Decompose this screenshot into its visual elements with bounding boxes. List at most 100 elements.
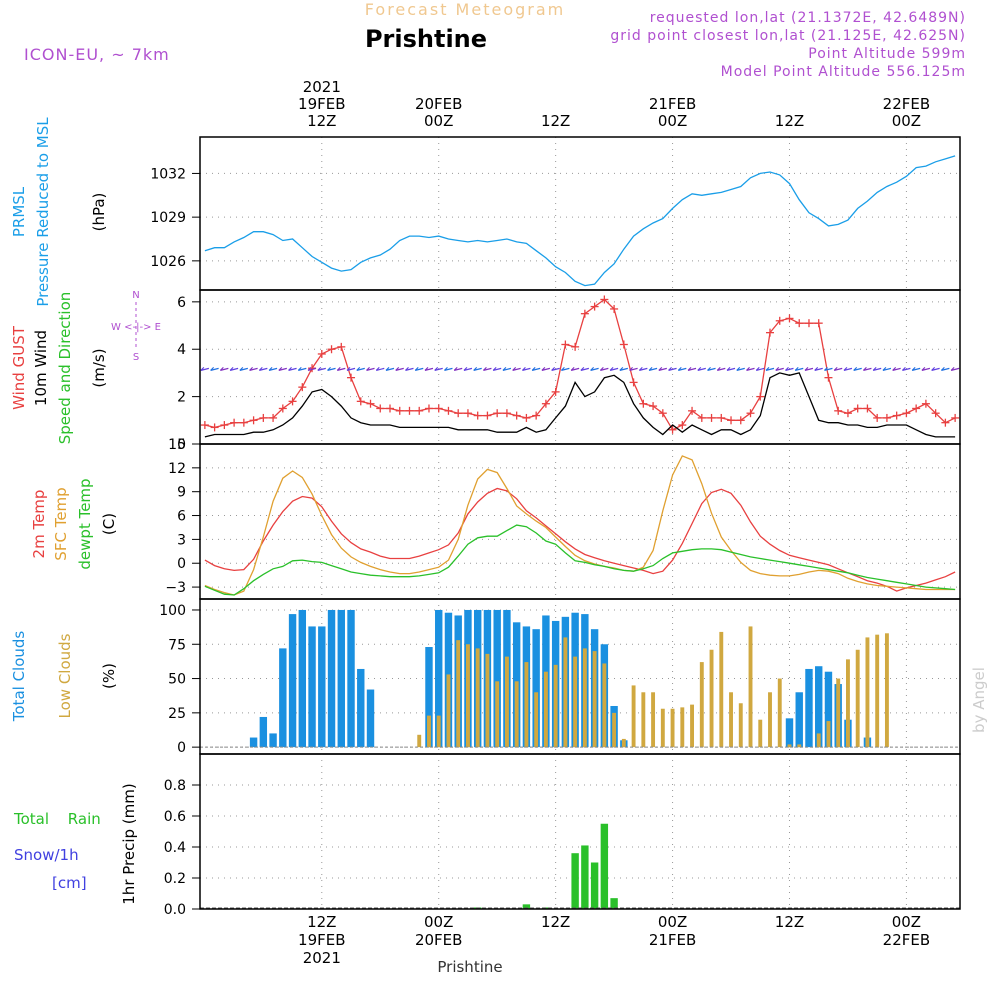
rain-label: Total Rain: [13, 810, 101, 828]
series-line: [204, 155, 956, 287]
wind-arrow-head: [405, 366, 409, 371]
bottom-time-label: 21FEB: [649, 931, 696, 949]
wind-arrow-head: [219, 366, 224, 371]
wind-arrow: [259, 367, 268, 371]
wind-arrow-head: [697, 366, 702, 371]
rain-bar: [610, 898, 618, 909]
wind-arrow-head: [599, 366, 604, 371]
wind-arrow: [512, 367, 521, 371]
wind-arrow-head: [590, 366, 595, 371]
y-tick-label: 12: [168, 461, 186, 477]
cloud-label-2: Low Clouds: [56, 633, 74, 718]
wind-arrow: [843, 367, 853, 371]
wind-arrow-head: [414, 366, 419, 371]
wind-arrow: [483, 367, 492, 371]
wind-arrow: [668, 367, 677, 371]
wind-arrow: [288, 367, 297, 371]
total-cloud-bar: [435, 609, 443, 748]
pressure-label-1: PRMSL: [10, 186, 28, 237]
wind-arrow: [863, 367, 872, 371]
total-cloud-bar: [824, 671, 833, 748]
temp-unit: (C): [100, 513, 118, 535]
total-cloud-bar: [805, 668, 813, 748]
wind-arrow: [873, 367, 882, 371]
wind-arrow-head: [833, 366, 838, 371]
wind-arrow: [629, 367, 638, 371]
panel-pressure: 1026 1029 1032: [150, 136, 961, 291]
temp-labels: 2m Temp SFC Temp dewpt Temp (C): [30, 478, 118, 569]
wind-arrow: [278, 367, 287, 371]
panels: 1026102910320246−30369121502550751000.00…: [150, 136, 961, 918]
wind-arrow-head: [570, 366, 575, 371]
model-altitude: Model Point Altitude 556.125m: [721, 64, 966, 80]
total-cloud-bar: [327, 609, 336, 748]
low-cloud-bar: [612, 712, 617, 748]
wind-arrow: [249, 367, 258, 371]
wind-arrow: [580, 367, 590, 371]
top-time-label: 20FEB: [415, 95, 462, 113]
wind-arrow-head: [317, 366, 322, 371]
y-tick-label: 0.6: [164, 809, 186, 825]
top-time-label: 12Z: [307, 112, 336, 130]
wind-arrow-head: [541, 366, 546, 371]
wind-arrow: [775, 367, 784, 371]
rain-bar: [590, 862, 599, 909]
top-time-label: 19FEB: [298, 95, 345, 113]
wind-arrow: [298, 367, 307, 371]
wind-arrow-head: [336, 366, 341, 371]
wind-arrow-head: [658, 366, 663, 371]
bottom-time-label: 00Z: [658, 913, 687, 931]
top-time-label: 00Z: [424, 112, 453, 130]
wind-arrow-head: [609, 366, 614, 371]
y-tick-label: 6: [177, 295, 186, 311]
wind-arrow-head: [278, 366, 283, 371]
series-line: [204, 487, 956, 592]
rain-bar: [600, 823, 609, 909]
wind-arrow: [892, 367, 901, 371]
low-cloud-bar: [709, 649, 714, 748]
y-tick-label: 0.2: [164, 871, 186, 887]
top-time-label: 12Z: [541, 112, 570, 130]
total-cloud-bar: [425, 647, 433, 748]
top-time-label: 12Z: [775, 112, 804, 130]
low-cloud-bar: [836, 678, 841, 748]
wind-arrow-head: [755, 366, 760, 371]
wind-arrow-head: [824, 366, 828, 371]
wind-arrow: [687, 367, 697, 371]
wind-arrow: [551, 367, 560, 371]
wind-arrow-head: [892, 366, 897, 371]
footer-label: Prishtine: [437, 958, 502, 976]
wind-arrow-head: [463, 366, 468, 371]
y-tick-label: 75: [168, 637, 186, 653]
wind-arrow-head: [629, 366, 634, 371]
wind-arrow: [493, 367, 502, 371]
wind-arrow: [600, 367, 609, 371]
wind-arrow: [639, 367, 648, 371]
y-tick-label: 0.8: [164, 778, 186, 794]
low-cloud-bar: [631, 685, 636, 748]
wind-arrow: [473, 367, 482, 371]
wind-arrow: [561, 367, 570, 371]
low-cloud-bar: [466, 644, 470, 748]
low-cloud-bar: [719, 631, 724, 748]
total-cloud-bar: [279, 648, 287, 748]
wind-arrow-head: [765, 366, 770, 371]
wind-arrow: [337, 367, 346, 371]
top-time-label: 21FEB: [649, 95, 696, 113]
wind-arrow-head: [346, 366, 351, 371]
wind-arrow: [765, 367, 775, 371]
total-cloud-bar: [532, 629, 540, 748]
wind-arrow: [921, 367, 931, 371]
point-altitude: Point Altitude 599m: [808, 46, 966, 62]
wind-arrow-head: [239, 366, 244, 371]
wind-arrow-head: [872, 366, 877, 371]
wind-arrow-head: [473, 366, 478, 371]
low-cloud-bar: [884, 633, 889, 748]
wind-arrow-head: [424, 366, 429, 371]
wind-arrow: [532, 367, 541, 371]
wind-arrow-head: [931, 366, 936, 371]
total-cloud-bar: [288, 614, 297, 748]
bottom-time-label: 22FEB: [883, 931, 930, 949]
